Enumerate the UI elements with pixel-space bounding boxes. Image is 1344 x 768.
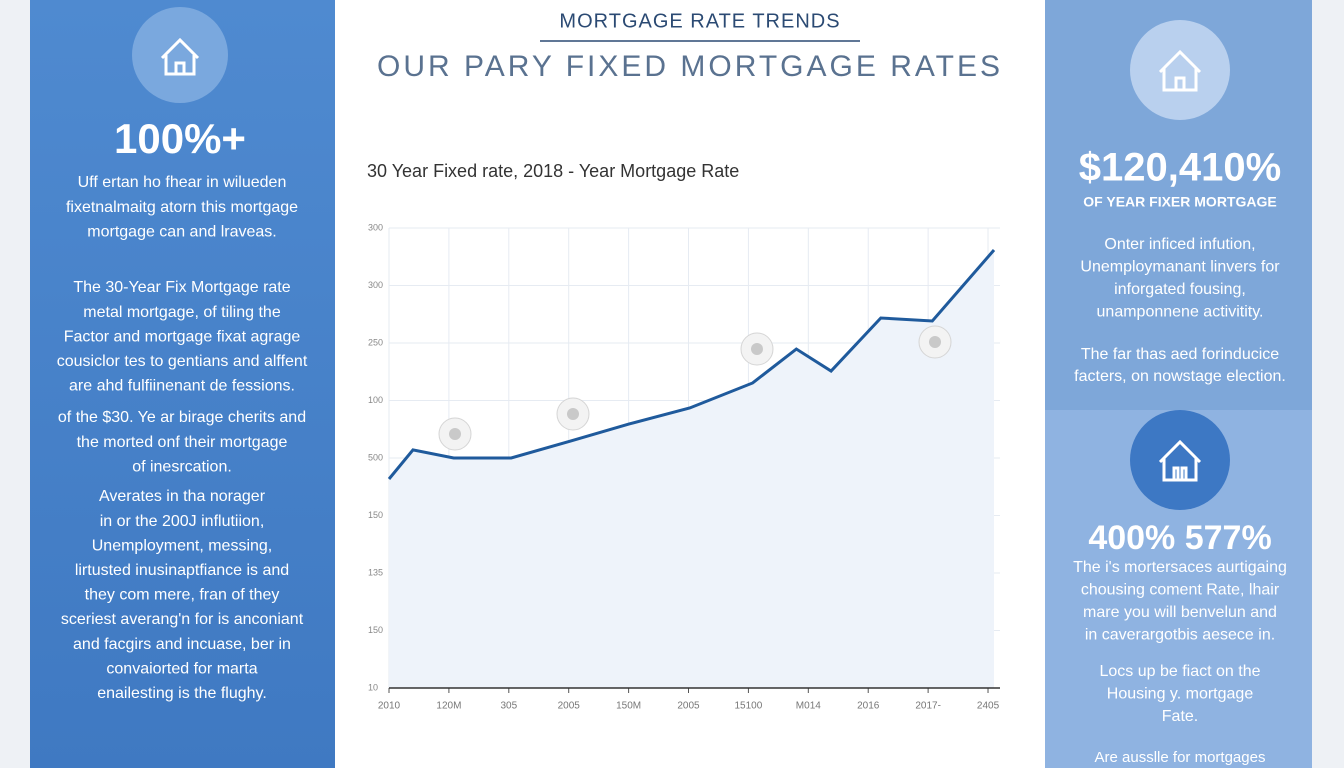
y-tick-label: 300 xyxy=(368,222,383,232)
paragraph-line: are ahd fulfiinenant de fessions. xyxy=(69,378,295,395)
x-tick-label: 2010 xyxy=(378,701,401,712)
y-tick-label: 500 xyxy=(368,452,383,462)
x-tick-label: 150M xyxy=(616,701,641,712)
y-tick-label: 150 xyxy=(368,510,383,520)
paragraph-line: metal mortgage, of tiling the xyxy=(83,304,281,321)
paragraph-line: inforgated fousing, xyxy=(1114,281,1246,298)
chart: 10 150 135 150 500 100 250 300 300 2010 120M 305 200… xyxy=(368,222,1000,712)
paragraph-line: sceriest averang'n for is anconiant xyxy=(61,611,304,628)
pin-dot xyxy=(567,408,579,420)
paragraph-line: facters, on nowstage election. xyxy=(1074,368,1286,385)
page-title: OUR PARY FIXED MORTGAGE RATES xyxy=(377,50,1003,83)
pin-dot xyxy=(449,428,461,440)
chart-title: 30 Year Fixed rate, 2018 - Year Mortgage… xyxy=(367,161,739,181)
paragraph-line: Fate. xyxy=(1162,708,1198,725)
x-tick-label: 2016 xyxy=(857,701,880,712)
x-tick-label: M014 xyxy=(796,701,821,712)
paragraph-line: convaiorted for marta xyxy=(106,660,257,677)
paragraph-line: lirtusted inusinaptfiance is and xyxy=(75,562,289,579)
x-tick-label: 120M xyxy=(436,701,461,712)
paragraph-line: cousiclor tes to gentians and alffent xyxy=(57,353,308,370)
x-tick-label: 15100 xyxy=(735,701,763,712)
pin-dot xyxy=(751,343,763,355)
x-tick-label: 2405 xyxy=(977,701,1000,712)
kicker: MORTGAGE RATE TRENDS xyxy=(559,10,840,32)
x-tick-label: 2005 xyxy=(677,701,700,712)
right-headline: 400% 577% xyxy=(1088,519,1271,557)
paragraph-line: Housing y. mortgage xyxy=(1107,686,1254,703)
left-panel xyxy=(30,0,335,768)
paragraph-line: Unemploymanant linvers for xyxy=(1080,259,1280,276)
right-subhead: OF YEAR FIXER MORTGAGE xyxy=(1083,194,1276,210)
paragraph-line: enailesting is the flughy. xyxy=(97,685,267,702)
paragraph-line: Averates in tha norager xyxy=(99,488,266,505)
paragraph-line: The 30-Year Fix Mortgage rate xyxy=(73,279,290,296)
paragraph-line: chousing coment Rate, lhair xyxy=(1081,582,1280,599)
line xyxy=(387,249,996,480)
paragraph-line: mare you will benvelun and xyxy=(1083,604,1277,621)
paragraph-line: Uff ertan ho fhear in wilueden xyxy=(78,174,287,191)
right-headline: $120,410% xyxy=(1079,146,1281,190)
y-tick-label: 250 xyxy=(368,337,383,347)
left-icon xyxy=(132,7,228,103)
x-tick-label: 2017- xyxy=(915,701,941,712)
paragraph-line: in or the 200J influtiion, xyxy=(100,513,265,530)
right-icon-1 xyxy=(1130,20,1230,120)
x-tick-label: 2005 xyxy=(558,701,581,712)
y-tick-label: 10 xyxy=(368,682,378,692)
y-tick-label: 135 xyxy=(368,567,383,577)
left-text: Uff ertan ho fhear in wilueden fixetnalma… xyxy=(57,174,308,702)
paragraph-line: of inesrcation. xyxy=(132,458,232,475)
paragraph-line: The far thas aed forinducice xyxy=(1081,346,1279,363)
right-icon-2 xyxy=(1130,410,1230,510)
y-tick-label: 150 xyxy=(368,625,383,635)
paragraph-line: Locs up be fiact on the xyxy=(1100,663,1261,680)
paragraph-line: of the $30. Ye ar birage cherits and xyxy=(58,409,306,426)
right-text: Onter inficed infution, Unemploymanant li… xyxy=(1073,236,1287,725)
paragraph-line: and facgirs and incuase, ber in xyxy=(73,636,291,653)
paragraph-line: the morted onf their mortgage xyxy=(77,434,288,451)
paragraph-line: fixetnalmaitg atorn this mortgage xyxy=(66,199,298,216)
pin-dot xyxy=(929,336,941,348)
paragraph-line: unamponnene activitity. xyxy=(1097,304,1264,321)
right-footer: Are ausslle for mortgages xyxy=(1095,749,1266,766)
paragraph-line: Onter inficed infution, xyxy=(1104,236,1255,253)
paragraph-line: in caverargotbis aesece in. xyxy=(1085,627,1275,644)
left-headline: 100%+ xyxy=(114,115,246,162)
paragraph-line: The i's mortersaces aurtigaing xyxy=(1073,559,1287,576)
paragraph-line: Unemployment, messing, xyxy=(92,537,273,554)
paragraph-line: mortgage can and lraveas. xyxy=(87,223,276,240)
paragraph-line: they com mere, fran of they xyxy=(85,587,280,604)
y-tick-label: 100 xyxy=(368,395,383,405)
y-tick-label: 300 xyxy=(368,280,383,290)
paragraph-line: Factor and mortgage fixat agrage xyxy=(64,328,301,345)
x-tick-label: 305 xyxy=(500,701,517,712)
